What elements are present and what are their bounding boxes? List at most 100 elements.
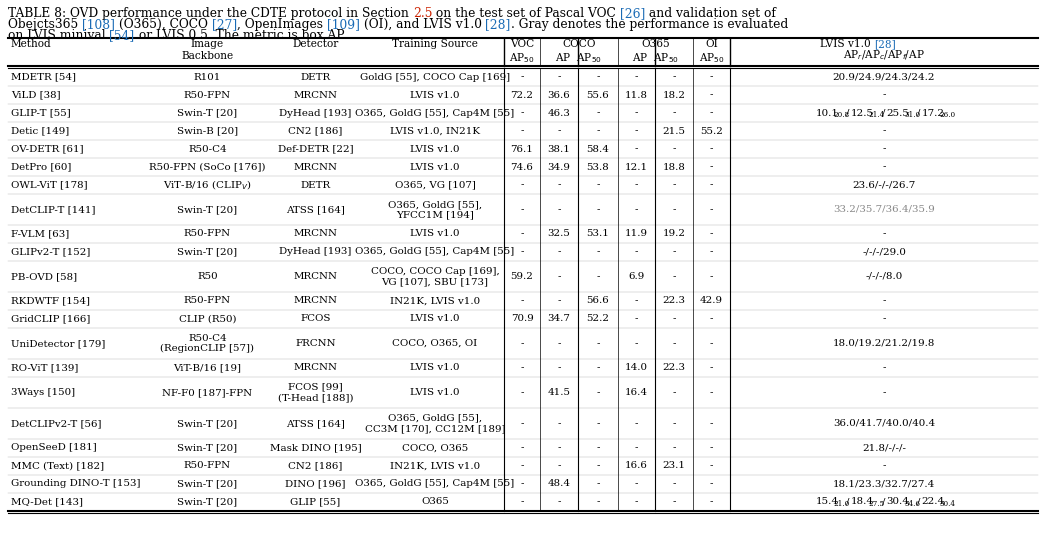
Text: -/-/-/8.0: -/-/-/8.0 — [865, 272, 903, 281]
Text: -: - — [710, 339, 713, 348]
Text: 58.4: 58.4 — [587, 145, 610, 153]
Text: Swin-T [20]: Swin-T [20] — [178, 419, 237, 428]
Text: LVIS v1.0: LVIS v1.0 — [410, 230, 460, 239]
Text: -: - — [882, 363, 886, 372]
Text: 72.2: 72.2 — [510, 90, 533, 99]
Text: /: / — [846, 108, 849, 117]
Text: 25.5: 25.5 — [886, 108, 909, 117]
Text: -: - — [596, 388, 599, 397]
Text: 36.6: 36.6 — [548, 90, 570, 99]
Text: MRCNN: MRCNN — [294, 90, 338, 99]
Text: Obejcts365: Obejcts365 — [8, 18, 83, 31]
Text: -: - — [520, 339, 524, 348]
Text: 16.4: 16.4 — [626, 388, 649, 397]
Text: R50-FPN: R50-FPN — [184, 296, 231, 305]
Text: -: - — [520, 205, 524, 214]
Text: IN21K, LVIS v1.0: IN21K, LVIS v1.0 — [390, 296, 480, 305]
Text: , OpenImages: , OpenImages — [236, 18, 326, 31]
Text: [26]: [26] — [620, 7, 645, 20]
Text: Detic [149]: Detic [149] — [12, 127, 69, 136]
Text: -: - — [710, 497, 713, 506]
Text: COCO, COCO Cap [169],
VG [107], SBU [173]: COCO, COCO Cap [169], VG [107], SBU [173… — [370, 267, 499, 286]
Text: -: - — [635, 339, 638, 348]
Text: -: - — [710, 205, 713, 214]
Text: Mask DINO [195]: Mask DINO [195] — [270, 443, 361, 452]
Text: 3Ways [150]: 3Ways [150] — [12, 388, 75, 397]
Text: -: - — [710, 461, 713, 470]
Text: 11.8: 11.8 — [626, 90, 649, 99]
Text: ViT-B/16 [19]: ViT-B/16 [19] — [174, 363, 242, 372]
Text: [108]: [108] — [83, 18, 115, 31]
Text: /: / — [882, 108, 885, 117]
Text: ATSS [164]: ATSS [164] — [286, 419, 345, 428]
Text: 41.5: 41.5 — [547, 388, 570, 397]
Text: -: - — [673, 180, 676, 190]
Text: -: - — [596, 247, 599, 256]
Text: R50-C4
(RegionCLIP [57]): R50-C4 (RegionCLIP [57]) — [160, 334, 254, 353]
Text: -: - — [558, 73, 561, 82]
Text: /: / — [917, 108, 920, 117]
Text: MQ-Det [143]: MQ-Det [143] — [12, 497, 83, 506]
Text: -: - — [673, 73, 676, 82]
Text: -: - — [710, 247, 713, 256]
Text: [28]: [28] — [485, 18, 510, 31]
Text: COCO, O365: COCO, O365 — [402, 443, 469, 452]
Text: -: - — [520, 419, 524, 428]
Text: DETR: DETR — [300, 180, 331, 190]
Text: -: - — [520, 363, 524, 372]
Text: -: - — [596, 108, 599, 117]
Text: -: - — [558, 461, 561, 470]
Text: [28]: [28] — [874, 39, 895, 49]
Text: [54]: [54] — [110, 29, 135, 42]
Text: F-VLM [63]: F-VLM [63] — [12, 230, 69, 239]
Text: 17.2: 17.2 — [922, 108, 945, 117]
Text: O365, GoldG [55],
YFCC1M [194]: O365, GoldG [55], YFCC1M [194] — [388, 200, 482, 219]
Text: RO-ViT [139]: RO-ViT [139] — [12, 363, 78, 372]
Text: O365
AP  AP$_{50}$: O365 AP AP$_{50}$ — [632, 39, 679, 65]
Text: COCO
AP  AP$_{50}$: COCO AP AP$_{50}$ — [555, 39, 602, 65]
Text: -: - — [520, 296, 524, 305]
Text: DINO [196]: DINO [196] — [286, 480, 346, 488]
Text: -: - — [558, 247, 561, 256]
Text: -: - — [710, 443, 713, 452]
Text: -: - — [596, 461, 599, 470]
Text: (OI), and LVIS v1.0: (OI), and LVIS v1.0 — [360, 18, 485, 31]
Text: LVIS v1.0: LVIS v1.0 — [410, 162, 460, 171]
Text: -: - — [673, 339, 676, 348]
Text: and validation set of: and validation set of — [645, 7, 776, 20]
Text: -: - — [710, 363, 713, 372]
Text: -: - — [520, 73, 524, 82]
Text: 53.1: 53.1 — [587, 230, 610, 239]
Text: -: - — [882, 145, 886, 153]
Text: DyHead [193]: DyHead [193] — [279, 108, 351, 117]
Text: -: - — [520, 108, 524, 117]
Text: -: - — [673, 272, 676, 281]
Text: -: - — [673, 145, 676, 153]
Text: -: - — [558, 272, 561, 281]
Text: -: - — [520, 480, 524, 488]
Text: GLIPv2-T [152]: GLIPv2-T [152] — [12, 247, 90, 256]
Text: -: - — [635, 127, 638, 136]
Text: MDETR [54]: MDETR [54] — [12, 73, 76, 82]
Text: Swin-T [20]: Swin-T [20] — [178, 205, 237, 214]
Text: LVIS v1.0: LVIS v1.0 — [820, 39, 874, 49]
Text: -: - — [520, 443, 524, 452]
Text: -: - — [710, 419, 713, 428]
Text: GoldG [55], COCO Cap [169]: GoldG [55], COCO Cap [169] — [360, 73, 510, 82]
Text: UniDetector [179]: UniDetector [179] — [12, 339, 106, 348]
Text: Swin-T [20]: Swin-T [20] — [178, 247, 237, 256]
Text: 38.1: 38.1 — [547, 145, 570, 153]
Text: LVIS v1.0: LVIS v1.0 — [410, 315, 460, 324]
Text: RKDWTF [154]: RKDWTF [154] — [12, 296, 90, 305]
Text: Swin-T [20]: Swin-T [20] — [178, 480, 237, 488]
Text: -: - — [673, 388, 676, 397]
Text: IN21K, LVIS v1.0: IN21K, LVIS v1.0 — [390, 461, 480, 470]
Text: 20.8: 20.8 — [834, 111, 849, 119]
Text: 53.8: 53.8 — [587, 162, 610, 171]
Text: 55.6: 55.6 — [587, 90, 610, 99]
Text: 30.4: 30.4 — [939, 500, 956, 508]
Text: R101: R101 — [194, 73, 221, 82]
Text: FRCNN: FRCNN — [295, 339, 336, 348]
Text: O365: O365 — [422, 497, 449, 506]
Text: /: / — [917, 497, 920, 506]
